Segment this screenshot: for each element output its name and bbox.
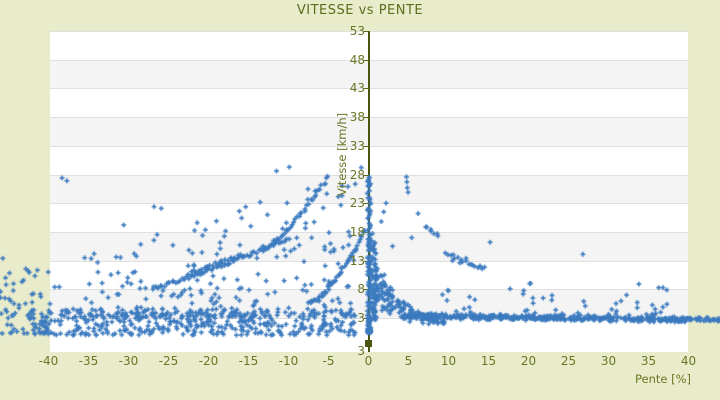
x-tick-label: -10 bbox=[278, 354, 299, 368]
y-axis-end-marker bbox=[365, 340, 372, 347]
x-tick-label: -5 bbox=[322, 354, 335, 368]
y-tick-label: 13 bbox=[349, 253, 365, 268]
x-tick-label: 20 bbox=[520, 354, 537, 368]
x-tick-label: -15 bbox=[238, 354, 259, 368]
x-tick-label: 25 bbox=[560, 354, 577, 368]
x-tick-label: -30 bbox=[118, 354, 139, 368]
y-tick-label: 43 bbox=[349, 81, 365, 96]
x-tick-label: 0 bbox=[364, 354, 373, 368]
x-tick-label: 5 bbox=[404, 354, 413, 368]
x-tick-label: -35 bbox=[78, 354, 99, 368]
x-tick-label: -40 bbox=[38, 354, 59, 368]
y-tick-label: 48 bbox=[349, 52, 365, 67]
x-tick-label: 40 bbox=[680, 354, 697, 368]
y-tick-label: 23 bbox=[349, 196, 365, 211]
y-tick-label: 8 bbox=[357, 282, 365, 297]
x-axis-title: Pente [%] bbox=[634, 372, 691, 386]
x-tick-label: 35 bbox=[640, 354, 657, 368]
x-tick-label: -25 bbox=[158, 354, 179, 368]
y-tick-label: 53 bbox=[349, 24, 365, 38]
y-tick-label: 28 bbox=[349, 167, 365, 182]
y-tick-label: 33 bbox=[349, 138, 365, 153]
y-tick-label: 38 bbox=[349, 110, 365, 125]
x-tick-label: 15 bbox=[480, 354, 497, 368]
y-tick-label: 18 bbox=[349, 224, 365, 239]
x-tick-label: -20 bbox=[198, 354, 219, 368]
y-axis-bottom-edge-label: 3 bbox=[357, 344, 365, 358]
x-tick-label: 10 bbox=[440, 354, 457, 368]
y-tick-label: 3 bbox=[357, 311, 365, 325]
x-tick-label: 30 bbox=[600, 354, 617, 368]
